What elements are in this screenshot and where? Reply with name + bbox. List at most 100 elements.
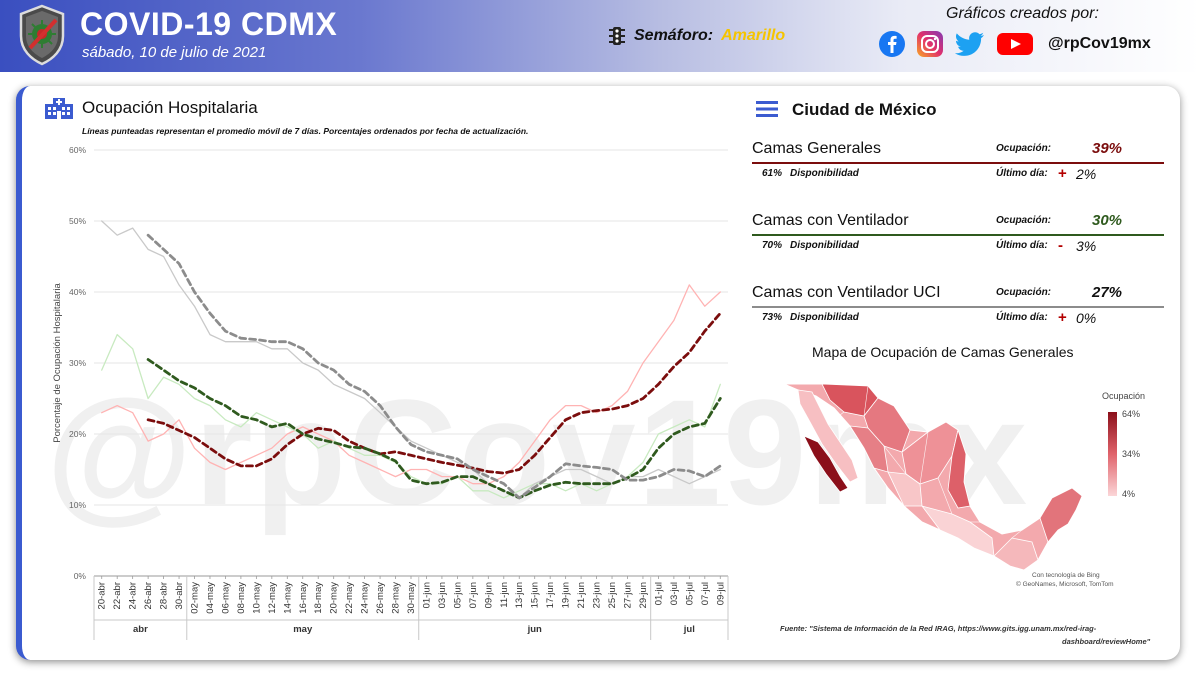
y-tick-label: 50%: [69, 216, 86, 226]
delta-value: 3%: [1076, 238, 1097, 254]
availability-value: 73%: [762, 312, 783, 323]
stat-camas-generales: Camas Generales Ocupación: 39% 61% Dispo…: [752, 138, 1164, 182]
header-banner: COVID-19 CDMX sábado, 10 de julio de 202…: [0, 0, 1200, 72]
menu-icon: [756, 101, 778, 117]
x-tick-label: 09-jul: [715, 582, 726, 605]
stat-rule: [752, 162, 1164, 164]
last-day-label: Último día:: [996, 168, 1048, 179]
credits-label: Gráficos creados por:: [946, 5, 1099, 22]
series-line-5: [146, 233, 722, 500]
x-tick-label: 30-abr: [174, 582, 185, 609]
chart-subtitle: Líneas punteadas representan el promedio…: [82, 126, 529, 136]
social-handle[interactable]: @rpCov19mx: [1048, 35, 1151, 52]
y-tick-label: 30%: [69, 358, 86, 368]
occupancy-value: 30%: [1092, 212, 1123, 229]
region-title: Ciudad de México: [792, 100, 937, 119]
map-credit-attribution: © GeoNames, Microsoft, TomTom: [1016, 581, 1114, 588]
occupancy-label: Ocupación:: [996, 143, 1052, 154]
stat-camas-ventilador-uci: Camas con Ventilador UCI Ocupación: 27% …: [752, 282, 1164, 326]
x-tick-label: 15-jun: [530, 582, 541, 608]
map-region-yucatan: [1039, 487, 1083, 543]
stat-rule: [752, 306, 1164, 308]
legend-tick-min: 4%: [1122, 489, 1136, 499]
x-tick-label: 22-abr: [112, 582, 123, 609]
x-tick-label: 01-jun: [421, 582, 432, 608]
delta-sign: +: [1058, 165, 1067, 182]
report-date: sábado, 10 de julio de 2021: [82, 44, 267, 61]
y-tick-label: 10%: [69, 500, 86, 510]
last-day-label: Último día:: [996, 240, 1048, 251]
x-tick-label: 20-abr: [97, 582, 108, 609]
delta-sign: -: [1058, 237, 1063, 254]
x-tick-label: 23-jun: [592, 582, 603, 608]
month-label: jun: [527, 624, 542, 635]
x-tick-label: 07-jun: [468, 582, 479, 608]
traffic-light-icon: [609, 27, 625, 45]
facebook-icon[interactable]: [878, 30, 906, 58]
semaforo-status: Semáforo: Amarillo: [608, 26, 785, 46]
x-tick-label: 07-jul: [700, 582, 711, 605]
stat-rule: [752, 234, 1164, 236]
map-region-northeast: [863, 397, 911, 453]
x-tick-label: 04-may: [205, 582, 216, 614]
x-tick-label: 22-may: [344, 582, 355, 614]
availability-label: Disponibilidad: [790, 168, 859, 179]
delta-value: 2%: [1076, 166, 1097, 182]
y-axis-title: Porcentaje de Ocupación Hospitalaria: [52, 283, 63, 443]
app-title: COVID-19 CDMX: [80, 6, 338, 42]
y-tick-label: 60%: [69, 145, 86, 155]
x-tick-label: 26-abr: [143, 582, 154, 609]
map-legend-gradient: [1108, 412, 1117, 496]
x-tick-label: 09-jun: [483, 582, 494, 608]
y-tick-label: 40%: [69, 287, 86, 297]
shield-virus-logo: [19, 4, 65, 66]
x-tick-label: 25-jun: [607, 582, 618, 608]
x-tick-label: 11-jun: [499, 582, 510, 608]
social-links: @rpCov19mx: [878, 30, 1151, 58]
x-tick-label: 13-jun: [514, 582, 525, 608]
x-tick-label: 05-jul: [684, 582, 695, 605]
month-label: abr: [133, 624, 148, 635]
x-tick-label: 17-jun: [545, 582, 556, 608]
x-tick-label: 10-may: [251, 582, 262, 614]
x-tick-label: 21-jun: [576, 582, 587, 608]
occupancy-value: 27%: [1092, 284, 1123, 301]
stat-camas-ventilador: Camas con Ventilador Ocupación: 30% 70% …: [752, 210, 1164, 254]
youtube-icon[interactable]: [996, 30, 1034, 58]
instagram-icon[interactable]: [916, 30, 944, 58]
map-state-borders: [827, 385, 1023, 539]
occupancy-value: 39%: [1092, 140, 1123, 157]
occupancy-label: Ocupación:: [996, 287, 1052, 298]
x-tick-label: 03-jun: [437, 582, 448, 608]
stat-name: Camas con Ventilador UCI: [752, 284, 941, 301]
month-label: may: [293, 624, 313, 635]
source-line-1: Fuente: "Sistema de Información de la Re…: [780, 624, 1097, 633]
x-tick-label: 03-jul: [669, 582, 680, 605]
x-tick-label: 14-may: [282, 582, 293, 614]
mexico-map-shape: [783, 383, 1083, 571]
occupancy-label: Ocupación:: [996, 215, 1052, 226]
x-tick-label: 16-may: [298, 582, 309, 614]
dashboard-card: @rpCov19mx Ocupación Hospitalaria Líneas…: [16, 86, 1180, 660]
availability-value: 61%: [762, 168, 783, 179]
map-title: Mapa de Ocupación de Camas Generales: [812, 344, 1074, 360]
legend-tick-max: 64%: [1122, 409, 1141, 419]
hospital-icon: [45, 98, 73, 119]
map-legend-title: Ocupación: [1102, 391, 1146, 401]
availability-label: Disponibilidad: [790, 240, 859, 251]
x-tick-label: 29-jun: [638, 582, 649, 608]
series-line-0: [101, 284, 721, 485]
y-tick-label: 20%: [69, 429, 86, 439]
mexico-choropleth-map: [783, 383, 1083, 571]
x-tick-label: 30-may: [406, 582, 417, 614]
source-line-2: dashboard/reviewHome": [1062, 637, 1151, 646]
map-baja-california: [797, 389, 859, 483]
chart-title: Ocupación Hospitalaria: [82, 98, 258, 117]
availability-value: 70%: [762, 240, 783, 251]
x-tick-label: 24-may: [360, 582, 371, 614]
x-tick-label: 05-jun: [452, 582, 463, 608]
twitter-icon[interactable]: [954, 30, 986, 58]
stat-name: Camas Generales: [752, 140, 881, 157]
x-tick-label: 12-may: [267, 582, 278, 614]
map-region-bajio: [887, 471, 923, 507]
